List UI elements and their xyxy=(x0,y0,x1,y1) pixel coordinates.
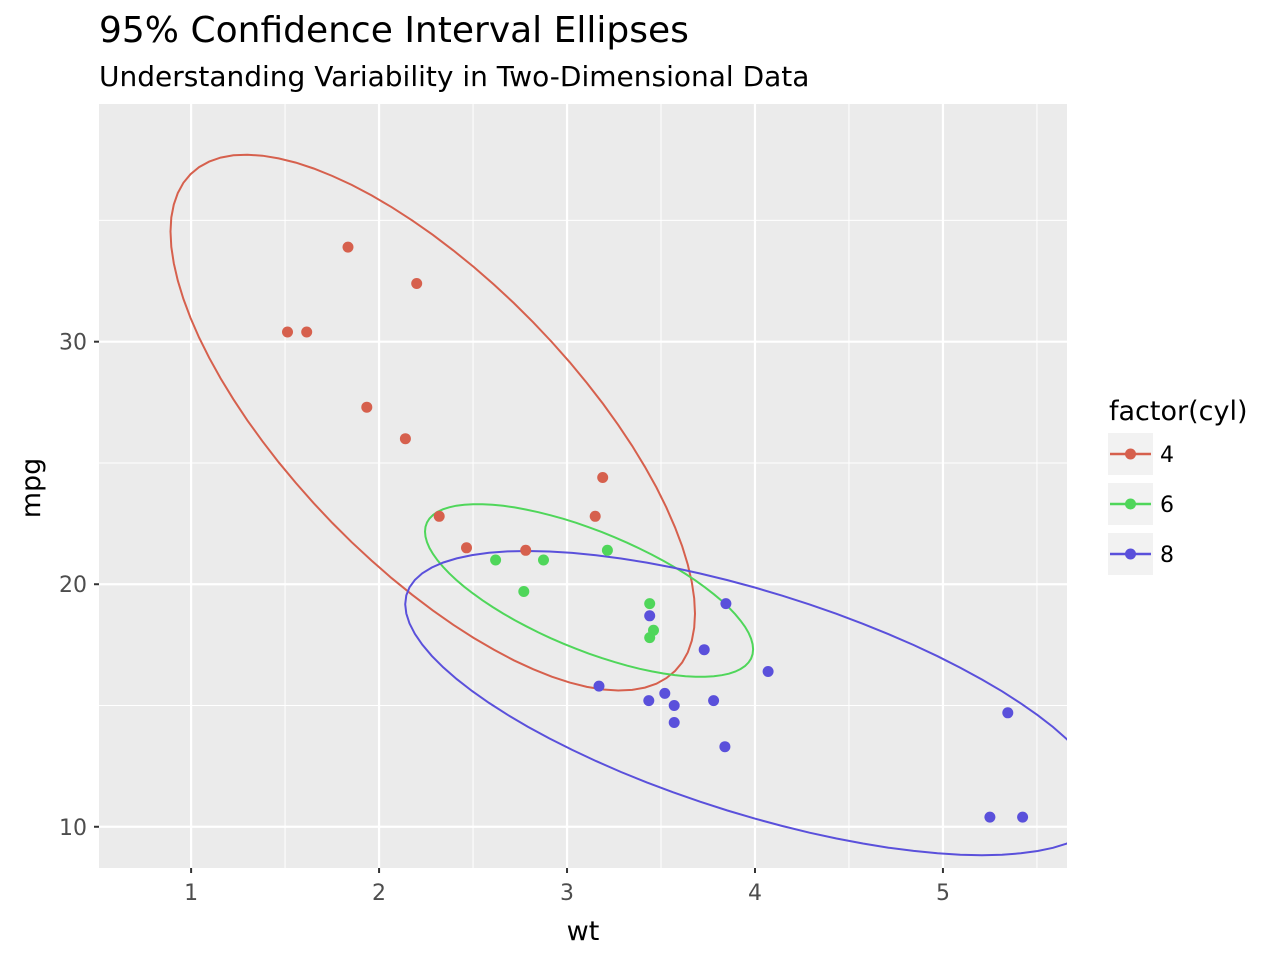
point-cyl-6-1 xyxy=(538,554,549,566)
point-cyl-8-1 xyxy=(668,717,680,728)
x-tick-label-2: 2 xyxy=(372,881,386,906)
x-tick-label-1: 1 xyxy=(184,881,198,906)
grid-major-lines xyxy=(99,104,1067,868)
point-cyl-4-2 xyxy=(589,510,601,522)
point-cyl-8-2 xyxy=(762,666,774,677)
point-cyl-6-6 xyxy=(518,586,530,597)
chart-subtitle: Understanding Variability in Two-Dimensi… xyxy=(99,60,809,93)
point-cyl-4-0 xyxy=(433,510,445,522)
legend-label-6: 6 xyxy=(1160,493,1174,518)
confidence-ellipses xyxy=(169,153,1067,857)
point-cyl-6-2 xyxy=(601,544,613,556)
legend-key-point-6 xyxy=(1125,498,1136,510)
point-cyl-8-8 xyxy=(659,687,671,699)
legend-key-point-8 xyxy=(1125,548,1136,560)
x-axis-title: wt xyxy=(567,916,600,947)
point-cyl-8-0 xyxy=(644,610,656,622)
point-cyl-8-3 xyxy=(698,644,710,656)
point-cyl-4-3 xyxy=(411,278,423,289)
point-cyl-6-5 xyxy=(644,632,656,644)
y-tick-label-20: 20 xyxy=(59,573,87,598)
plot-panel xyxy=(99,104,1067,868)
point-cyl-4-10 xyxy=(520,544,532,556)
y-tick-label-30: 30 xyxy=(59,331,87,356)
ellipse-cyl-4 xyxy=(169,153,697,692)
point-cyl-4-4 xyxy=(301,326,313,338)
point-cyl-8-13 xyxy=(668,700,680,711)
ellipse-cyl-8 xyxy=(404,549,1067,857)
point-cyl-8-10 xyxy=(719,741,731,753)
legend: factor(cyl) 4 6 8 xyxy=(1108,396,1248,575)
point-cyl-4-1 xyxy=(597,472,609,483)
point-cyl-8-11 xyxy=(720,598,732,610)
grid-minor-lines xyxy=(99,104,1067,868)
point-cyl-4-7 xyxy=(361,401,373,413)
point-cyl-8-6 xyxy=(1017,811,1029,823)
x-tick-label-5: 5 xyxy=(936,881,950,906)
ellipse-cyl-6 xyxy=(423,503,755,678)
legend-title: factor(cyl) xyxy=(1109,396,1248,427)
x-tick-label-3: 3 xyxy=(560,881,574,906)
y-axis-ticks: 10 20 30 xyxy=(59,331,99,841)
chart-title: 95% Confidence Interval Ellipses xyxy=(99,10,689,51)
point-cyl-8-4 xyxy=(708,695,720,707)
y-tick-label-10: 10 xyxy=(59,816,87,841)
point-cyl-6-0 xyxy=(490,554,502,566)
point-cyl-8-5 xyxy=(984,811,996,823)
point-cyl-4-5 xyxy=(342,241,354,253)
point-cyl-6-4 xyxy=(644,598,656,610)
x-tick-label-4: 4 xyxy=(748,881,762,906)
x-axis-ticks: 1 2 3 4 5 xyxy=(184,868,950,906)
legend-label-4: 4 xyxy=(1160,443,1174,468)
point-cyl-4-8 xyxy=(399,433,411,445)
point-cyl-8-9 xyxy=(643,695,655,707)
point-cyl-4-6 xyxy=(461,542,472,554)
point-cyl-8-12 xyxy=(593,680,605,692)
y-axis-title: mpg xyxy=(16,458,47,519)
point-cyl-8-7 xyxy=(1002,707,1014,719)
data-points xyxy=(282,241,1029,823)
legend-label-8: 8 xyxy=(1160,543,1174,568)
point-cyl-4-9 xyxy=(282,326,293,338)
legend-key-point-4 xyxy=(1125,448,1136,460)
